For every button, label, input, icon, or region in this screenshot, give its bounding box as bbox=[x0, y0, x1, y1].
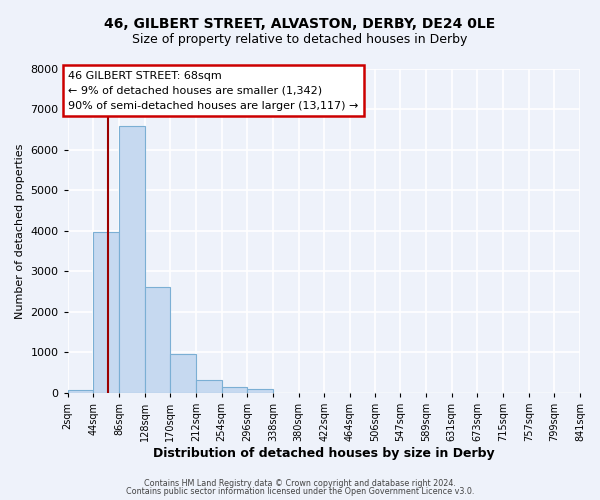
Bar bbox=[170, 354, 196, 393]
Text: 46, GILBERT STREET, ALVASTON, DERBY, DE24 0LE: 46, GILBERT STREET, ALVASTON, DERBY, DE2… bbox=[104, 18, 496, 32]
Bar bbox=[119, 126, 145, 393]
Y-axis label: Number of detached properties: Number of detached properties bbox=[15, 144, 25, 318]
Text: 46 GILBERT STREET: 68sqm
← 9% of detached houses are smaller (1,342)
90% of semi: 46 GILBERT STREET: 68sqm ← 9% of detache… bbox=[68, 71, 359, 110]
Bar bbox=[196, 380, 221, 393]
Text: Contains HM Land Registry data © Crown copyright and database right 2024.: Contains HM Land Registry data © Crown c… bbox=[144, 478, 456, 488]
Text: Size of property relative to detached houses in Derby: Size of property relative to detached ho… bbox=[133, 32, 467, 46]
Bar bbox=[247, 389, 273, 393]
X-axis label: Distribution of detached houses by size in Derby: Distribution of detached houses by size … bbox=[153, 447, 494, 460]
Bar bbox=[94, 232, 119, 393]
Bar bbox=[145, 287, 170, 393]
Bar bbox=[68, 390, 94, 393]
Text: Contains public sector information licensed under the Open Government Licence v3: Contains public sector information licen… bbox=[126, 487, 474, 496]
Bar bbox=[221, 387, 247, 393]
